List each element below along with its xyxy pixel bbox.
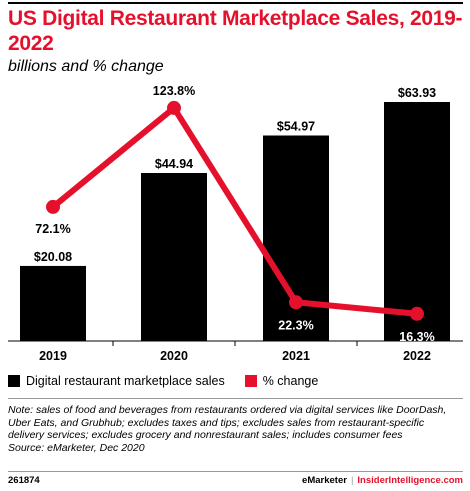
legend-item-sales: Digital restaurant marketplace sales xyxy=(8,374,225,388)
legend-swatch-sales xyxy=(8,375,20,387)
bar-label-2019: $20.08 xyxy=(34,250,72,264)
change-point-2022 xyxy=(410,306,424,321)
top-rule xyxy=(8,2,463,4)
change-label-2022: 16.3% xyxy=(399,330,434,344)
brand-separator: | xyxy=(350,475,354,486)
change-point-2019 xyxy=(46,199,60,214)
note-block: Note: sales of food and beverages from r… xyxy=(8,404,463,454)
bar-label-2022: $63.93 xyxy=(398,86,436,100)
chart-id: 261874 xyxy=(8,475,40,486)
bar-2019 xyxy=(20,265,86,341)
note-text: Note: sales of food and beverages from r… xyxy=(8,404,447,442)
change-point-2020 xyxy=(167,100,181,115)
bar-label-2020: $44.94 xyxy=(155,157,193,171)
footer: 261874 eMarketer | InsiderIntelligence.com xyxy=(8,475,463,486)
x-tick-label-2021: 2021 xyxy=(282,349,310,363)
change-point-2021 xyxy=(289,295,303,310)
chart-subtitle: billions and % change xyxy=(8,58,164,75)
brand-insider-intelligence: InsiderIntelligence.com xyxy=(357,475,463,486)
change-label-2019: 72.1% xyxy=(35,222,70,236)
legend-swatch-change xyxy=(244,375,257,387)
footer-divider xyxy=(8,471,463,472)
legend-label-change: % change xyxy=(262,374,319,388)
note-divider xyxy=(8,398,463,399)
legend: Digital restaurant marketplace sales % c… xyxy=(8,374,338,388)
legend-item-change: % change xyxy=(244,374,319,388)
bar-2020 xyxy=(141,172,207,341)
brand-emarketer: eMarketer xyxy=(302,475,347,486)
bar-2021 xyxy=(263,135,329,341)
x-tick-label-2019: 2019 xyxy=(39,349,67,363)
change-label-2021: 22.3% xyxy=(278,318,313,332)
source-text: Source: eMarketer, Dec 2020 xyxy=(8,441,145,454)
change-label-2020: 123.8% xyxy=(153,84,195,98)
change-line xyxy=(51,104,418,317)
brand: eMarketer | InsiderIntelligence.com xyxy=(302,475,463,486)
bar-2022 xyxy=(384,102,450,341)
legend-label-sales: Digital restaurant marketplace sales xyxy=(26,374,225,388)
x-tick-label-2020: 2020 xyxy=(160,349,188,363)
bar-label-2021: $54.97 xyxy=(277,119,315,133)
x-tick-label-2022: 2022 xyxy=(403,349,431,363)
chart-title: US Digital Restaurant Marketplace Sales,… xyxy=(8,7,463,55)
chart-area: $20.08 $44.94 $54.97 $63.93 2019 2020 2021 2022… xyxy=(8,84,463,363)
